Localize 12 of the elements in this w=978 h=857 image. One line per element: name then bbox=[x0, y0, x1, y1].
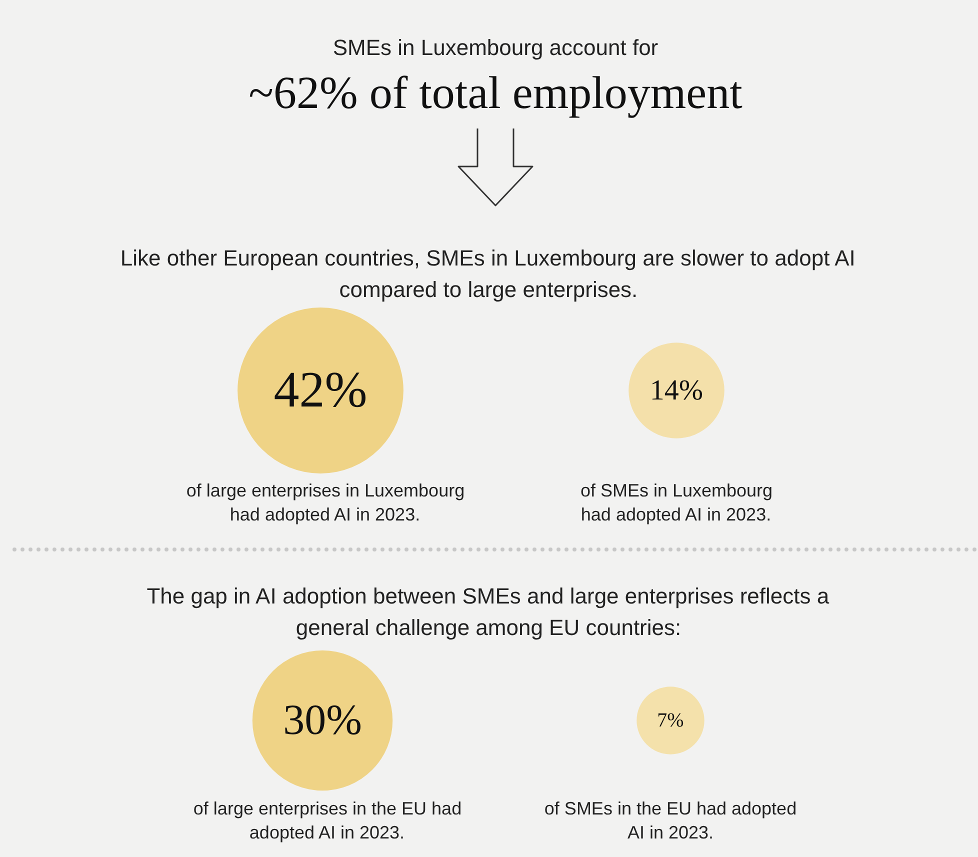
text: of SMEs in the EU had adopted AI in 2023. bbox=[544, 798, 797, 842]
text: The gap in AI adoption between SMEs and large enterprises reflects a general challenge among EU countries: bbox=[146, 584, 830, 640]
data-label: 14% bbox=[650, 374, 704, 406]
text: SMEs in Luxembourg account for bbox=[332, 35, 658, 60]
data-label: 7% bbox=[657, 710, 684, 732]
text: of large enterprises in Luxembourg had adopted AI in 2023. bbox=[186, 480, 465, 524]
text: of SMEs in Luxembourg had adopted AI in 2023. bbox=[580, 480, 773, 524]
data-label: 42% bbox=[274, 362, 368, 418]
text: of large enterprises in the EU had adopted AI in 2023. bbox=[193, 798, 462, 842]
text: ~62% of total employment bbox=[248, 67, 743, 118]
data-label: 30% bbox=[283, 697, 362, 744]
text: Like other European countries, SMEs in Luxembourg are slower to adopt AI compared to large enterprises. bbox=[120, 246, 856, 302]
